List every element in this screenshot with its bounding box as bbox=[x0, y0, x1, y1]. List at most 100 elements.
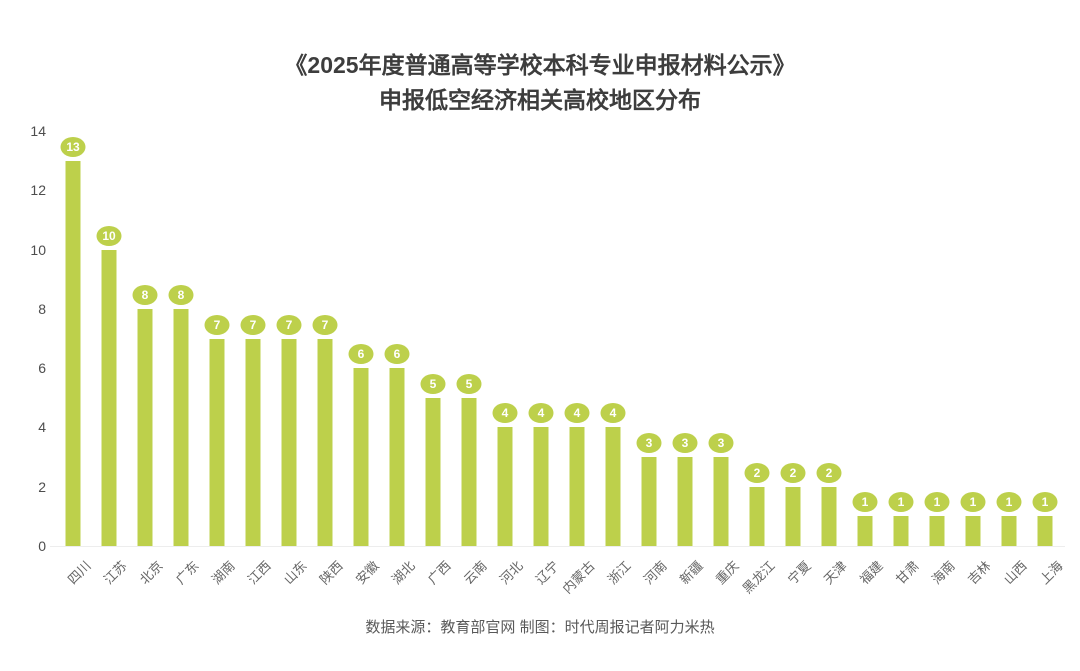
x-category-label: 广西 bbox=[424, 558, 454, 588]
value-badge: 3 bbox=[672, 433, 698, 454]
bar-slot: 6 湖北 bbox=[379, 131, 418, 587]
value-badge: 8 bbox=[132, 284, 158, 305]
bar bbox=[245, 338, 261, 546]
y-tick-label: 8 bbox=[38, 300, 46, 317]
chart-title-line-1: 《2025年度普通高等学校本科专业申报材料公示》 bbox=[284, 52, 796, 78]
bar bbox=[173, 308, 189, 546]
y-tick-label: 12 bbox=[30, 182, 46, 199]
bar-slot: 8 广东 bbox=[163, 131, 202, 587]
y-tick-label: 2 bbox=[38, 478, 46, 495]
x-category-label: 福建 bbox=[856, 558, 886, 588]
x-category-label: 新疆 bbox=[676, 558, 706, 588]
bar bbox=[605, 427, 621, 546]
bar-slot: 1 山西 bbox=[991, 131, 1030, 587]
bar bbox=[137, 308, 153, 546]
x-category-label: 江西 bbox=[244, 558, 274, 588]
value-badge: 4 bbox=[564, 403, 590, 424]
bar-slot: 4 浙江 bbox=[595, 131, 634, 587]
x-category-label: 吉林 bbox=[964, 558, 994, 588]
value-badge: 1 bbox=[888, 492, 914, 513]
chart-title-line-2: 申报低空经济相关高校地区分布 bbox=[379, 87, 701, 113]
value-badge: 5 bbox=[456, 373, 482, 394]
x-category-label: 上海 bbox=[1036, 558, 1066, 588]
bar bbox=[749, 486, 765, 546]
bar-slot: 7 湖南 bbox=[199, 131, 238, 587]
y-tick-label: 10 bbox=[30, 241, 46, 258]
bar bbox=[101, 249, 117, 546]
bar-slot: 4 辽宁 bbox=[523, 131, 562, 587]
value-badge: 7 bbox=[276, 314, 302, 335]
source-credit: 数据来源：教育部官网 制图：时代周报记者阿力米热 bbox=[365, 619, 715, 636]
y-tick-label: 0 bbox=[38, 538, 46, 554]
value-badge: 4 bbox=[492, 403, 518, 424]
bar-slot: 8 北京 bbox=[127, 131, 166, 587]
bar bbox=[641, 457, 657, 546]
y-axis: 0 2 4 6 8 10 12 14 bbox=[0, 123, 46, 554]
bar bbox=[893, 516, 909, 546]
bar bbox=[497, 427, 513, 546]
bar bbox=[65, 160, 81, 546]
x-category-label: 河北 bbox=[496, 558, 526, 588]
bar bbox=[821, 486, 837, 546]
bar bbox=[533, 427, 549, 546]
value-badge: 6 bbox=[384, 344, 410, 365]
x-category-label: 海南 bbox=[928, 558, 958, 588]
x-category-label: 宁夏 bbox=[784, 558, 814, 588]
bar-slot: 1 福建 bbox=[847, 131, 886, 587]
value-badge: 13 bbox=[60, 136, 86, 157]
bar bbox=[785, 486, 801, 546]
value-badge: 2 bbox=[780, 462, 806, 483]
bar bbox=[569, 427, 585, 546]
x-category-label: 江苏 bbox=[100, 558, 130, 588]
bar bbox=[281, 338, 297, 546]
value-badge: 4 bbox=[528, 403, 554, 424]
bar-slot: 1 海南 bbox=[919, 131, 958, 587]
y-tick-label: 4 bbox=[38, 419, 46, 436]
value-badge: 3 bbox=[708, 433, 734, 454]
bar bbox=[929, 516, 945, 546]
bar-slot: 2 黑龙江 bbox=[739, 131, 778, 596]
bar bbox=[209, 338, 225, 546]
bar-slot: 13 四川 bbox=[55, 131, 94, 587]
x-category-label: 广东 bbox=[172, 558, 202, 588]
bar bbox=[1001, 516, 1017, 546]
value-badge: 8 bbox=[168, 284, 194, 305]
value-badge: 1 bbox=[960, 492, 986, 513]
bar-slot: 10 江苏 bbox=[91, 131, 130, 587]
bar-slot: 7 陕西 bbox=[307, 131, 346, 587]
x-category-label: 湖北 bbox=[388, 558, 418, 588]
plot-area: 13 四川 10 江苏 8 北京 8 广东 7 湖南 7 江西 7 山东 7 陕西 6 安徽 6 湖北 5 广西 5 云南 4 河… bbox=[55, 131, 1066, 596]
x-category-label: 山东 bbox=[280, 558, 310, 588]
bar bbox=[461, 397, 477, 546]
bar-slot: 1 上海 bbox=[1027, 131, 1066, 587]
x-category-label: 陕西 bbox=[316, 558, 346, 588]
bar-slot: 7 江西 bbox=[235, 131, 274, 587]
bar bbox=[857, 516, 873, 546]
bar bbox=[713, 457, 729, 546]
bar-slot: 5 云南 bbox=[451, 131, 490, 587]
bar-slot: 7 山东 bbox=[271, 131, 310, 587]
bar-slot: 5 广西 bbox=[415, 131, 454, 587]
value-badge: 2 bbox=[816, 462, 842, 483]
y-tick-label: 6 bbox=[38, 360, 46, 377]
bar bbox=[353, 368, 369, 546]
value-badge: 6 bbox=[348, 344, 374, 365]
x-category-label: 山西 bbox=[1000, 558, 1030, 588]
x-category-label: 云南 bbox=[460, 558, 490, 588]
bar bbox=[1037, 516, 1053, 546]
value-badge: 7 bbox=[312, 314, 338, 335]
bar-slot: 2 天津 bbox=[811, 131, 850, 587]
bar-slot: 1 吉林 bbox=[955, 131, 994, 587]
value-badge: 10 bbox=[96, 225, 122, 246]
bar bbox=[317, 338, 333, 546]
value-badge: 7 bbox=[204, 314, 230, 335]
x-category-label: 天津 bbox=[820, 558, 850, 588]
chart-title: 《2025年度普通高等学校本科专业申报材料公示》 申报低空经济相关高校地区分布 bbox=[0, 48, 1080, 118]
x-category-label: 甘肃 bbox=[892, 558, 922, 588]
value-badge: 1 bbox=[852, 492, 878, 513]
bar-slot: 2 宁夏 bbox=[775, 131, 814, 587]
value-badge: 4 bbox=[600, 403, 626, 424]
value-badge: 3 bbox=[636, 433, 662, 454]
x-category-label: 四川 bbox=[64, 558, 94, 588]
